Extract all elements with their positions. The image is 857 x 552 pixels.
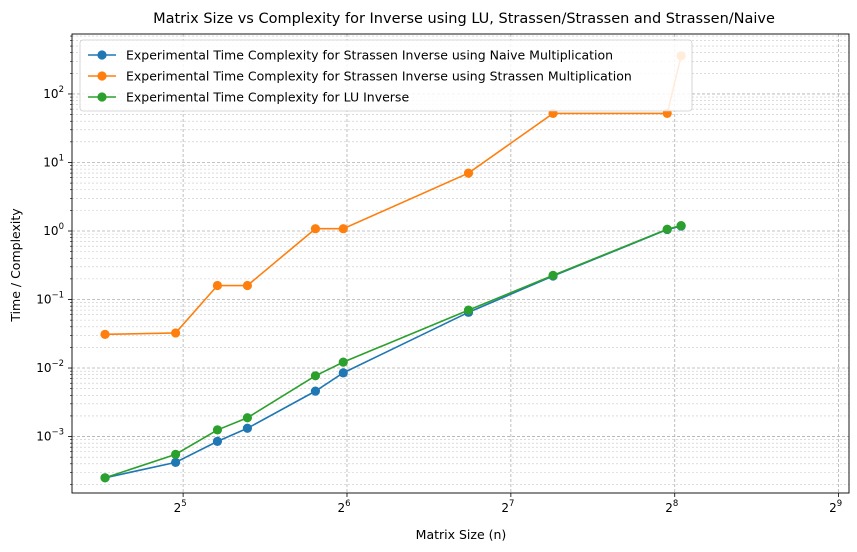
legend-label: Experimental Time Complexity for Strasse…	[126, 69, 632, 84]
data-point	[171, 457, 181, 467]
y-tick-label: 10−1	[36, 291, 64, 307]
y-tick-label: 100	[43, 222, 64, 238]
data-point	[212, 425, 223, 435]
data-point	[338, 368, 348, 378]
data-point	[212, 280, 223, 291]
data-point	[463, 168, 474, 178]
chart-title: Matrix Size vs Complexity for Inverse us…	[153, 11, 775, 27]
legend-label: Experimental Time Complexity for LU Inve…	[126, 90, 409, 105]
legend-swatch-marker	[97, 50, 107, 60]
y-tick-label: 10−2	[36, 359, 64, 375]
legend-swatch-marker	[97, 71, 107, 81]
data-point	[676, 220, 686, 231]
legend-item: Experimental Time Complexity for LU Inve…	[88, 90, 409, 105]
data-point	[242, 413, 253, 423]
data-point	[310, 386, 321, 396]
data-point	[338, 224, 348, 234]
data-point	[242, 423, 253, 433]
legend: Experimental Time Complexity for Strasse…	[79, 39, 693, 112]
x-tick-label: 26	[337, 499, 350, 515]
x-tick-label: 28	[665, 499, 678, 515]
y-tick-label: 10−3	[36, 428, 64, 444]
data-point	[100, 473, 110, 483]
data-point	[662, 224, 672, 234]
legend-item: Experimental Time Complexity for Strasse…	[88, 48, 613, 63]
series-layer	[100, 51, 686, 483]
data-point	[171, 328, 181, 338]
y-axis-label: Time / Complexity	[8, 208, 23, 323]
series-line	[104, 224, 682, 479]
series-2	[100, 51, 686, 339]
data-point	[338, 357, 348, 367]
data-point	[310, 371, 321, 381]
data-point	[171, 449, 181, 459]
y-tick-label: 102	[43, 85, 64, 101]
legend-item: Experimental Time Complexity for Strasse…	[88, 69, 632, 84]
data-point	[310, 224, 321, 234]
series-3	[100, 220, 686, 483]
series-line	[105, 55, 682, 336]
y-tick-label: 101	[43, 153, 64, 169]
x-axis-label: Matrix Size (n)	[416, 527, 507, 542]
data-point	[548, 270, 558, 280]
x-tick-label: 29	[829, 499, 842, 515]
x-tick-label: 25	[174, 499, 187, 515]
data-point	[100, 329, 110, 339]
legend-swatch-marker	[97, 92, 107, 102]
data-point	[242, 280, 253, 291]
axes: 10−3 10−2 10−1 100 101 102 25 26 27 28 29	[36, 33, 850, 515]
legend-label: Experimental Time Complexity for Strasse…	[126, 48, 613, 63]
legend-box	[79, 39, 693, 112]
plot-frame	[71, 33, 850, 494]
data-point	[463, 305, 474, 315]
x-tick-label: 27	[501, 499, 514, 515]
data-point	[212, 436, 223, 446]
